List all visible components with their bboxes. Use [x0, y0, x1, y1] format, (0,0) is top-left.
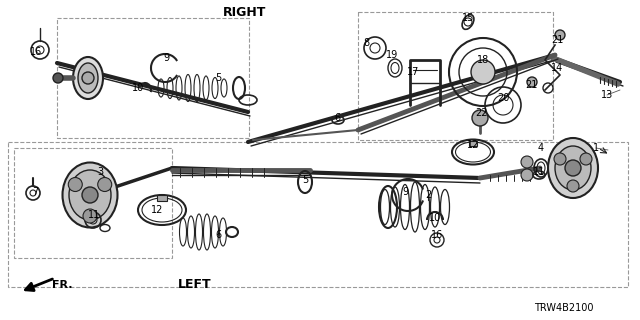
Circle shape	[555, 30, 565, 40]
Circle shape	[472, 110, 488, 126]
Circle shape	[521, 169, 533, 181]
Text: 18: 18	[477, 55, 489, 65]
Circle shape	[82, 72, 94, 84]
Circle shape	[471, 60, 495, 84]
Text: 5: 5	[302, 175, 308, 185]
Text: 16: 16	[431, 230, 443, 240]
Text: 22: 22	[476, 108, 488, 118]
Text: 11: 11	[88, 210, 100, 220]
Text: 11: 11	[533, 167, 545, 177]
Circle shape	[68, 178, 83, 191]
Text: 6: 6	[215, 230, 221, 240]
Circle shape	[83, 209, 97, 223]
Text: 5: 5	[215, 73, 221, 83]
Text: 9: 9	[163, 53, 169, 63]
Text: 7: 7	[32, 187, 38, 197]
Text: 10: 10	[429, 213, 441, 223]
Text: 17: 17	[407, 67, 419, 77]
Text: 19: 19	[386, 50, 398, 60]
Text: LEFT: LEFT	[178, 278, 212, 292]
Ellipse shape	[73, 57, 103, 99]
Circle shape	[527, 77, 537, 87]
Text: 14: 14	[551, 63, 563, 73]
Ellipse shape	[548, 138, 598, 198]
Text: 6: 6	[334, 113, 340, 123]
Bar	[57, 18, 249, 138]
Bar	[358, 12, 553, 140]
Bar	[157, 195, 167, 201]
Text: 10: 10	[132, 83, 144, 93]
Text: 12: 12	[151, 205, 163, 215]
Ellipse shape	[555, 146, 591, 190]
Circle shape	[82, 187, 98, 203]
Text: TRW4B2100: TRW4B2100	[534, 303, 594, 313]
Text: 21: 21	[525, 80, 537, 90]
Text: 3: 3	[97, 167, 103, 177]
Bar	[8, 142, 628, 287]
Bar	[469, 141, 477, 146]
Text: 12: 12	[467, 140, 479, 150]
Text: 2: 2	[425, 190, 431, 200]
Text: 1: 1	[593, 143, 599, 153]
Text: 4: 4	[538, 143, 544, 153]
Text: 20: 20	[497, 93, 509, 103]
Ellipse shape	[78, 63, 98, 93]
Bar	[14, 148, 172, 258]
Text: 9: 9	[402, 187, 408, 197]
Circle shape	[53, 73, 63, 83]
Circle shape	[554, 153, 566, 165]
Ellipse shape	[69, 170, 111, 220]
Text: FR.: FR.	[52, 280, 72, 290]
Circle shape	[567, 180, 579, 192]
Circle shape	[521, 156, 533, 168]
Text: RIGHT: RIGHT	[223, 5, 267, 19]
Circle shape	[565, 160, 581, 176]
Circle shape	[98, 178, 112, 191]
Text: 16: 16	[30, 47, 42, 57]
Text: 8: 8	[363, 38, 369, 48]
Text: 13: 13	[601, 90, 613, 100]
Text: 15: 15	[462, 13, 474, 23]
Circle shape	[580, 153, 592, 165]
Ellipse shape	[63, 163, 118, 228]
Text: 21: 21	[551, 35, 563, 45]
